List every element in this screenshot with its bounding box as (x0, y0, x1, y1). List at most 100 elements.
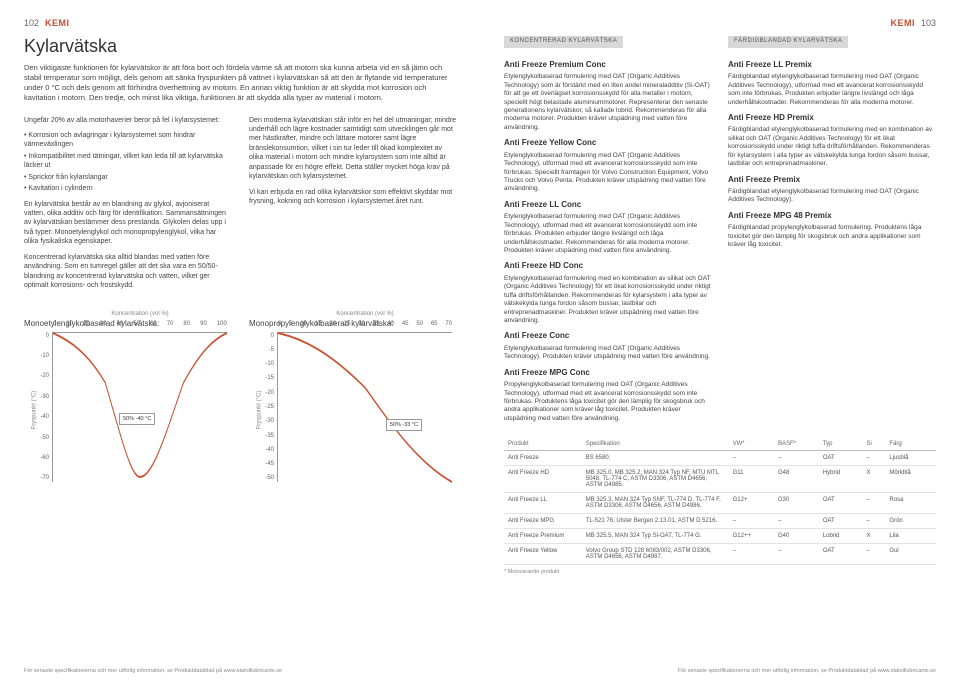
table-cell: MB 325.0, MB 325.2, MAN 324 Typ NF, MTU … (582, 466, 729, 493)
tick-label: 0 (256, 333, 274, 339)
list-item: Kavitation i cylindern (24, 184, 231, 193)
product-heading: Anti Freeze LL Conc (504, 200, 712, 210)
tick-label: 25 (344, 321, 351, 327)
table-cell: – (729, 544, 774, 565)
tick-label: 20 (83, 321, 90, 327)
table-cell: G48 (774, 466, 819, 493)
tick-label: 90 (200, 321, 207, 327)
tick-label: 60 (150, 321, 157, 327)
tick-label: 80 (183, 321, 190, 327)
table-cell: MB 325.5, MAN 324 Typ Si-OAT, TL-774 G. (582, 529, 729, 544)
table-cell: Mörkblå (885, 466, 936, 493)
table-cell: Rosa (885, 493, 936, 514)
page-number: 102 (24, 18, 39, 28)
table-row: Anti Freeze MPGTL-521 76, Ulster Bergen … (504, 514, 936, 529)
body-col-right: Den moderna kylarvätskan står inför en h… (249, 116, 456, 297)
glycol-chart-1: Koncentration (vol %) Fryspunkt (°C) 010… (52, 332, 227, 482)
tick-label: 0 (278, 321, 281, 327)
table-cell: OAT (819, 451, 863, 466)
tick-label: 40 (387, 321, 394, 327)
table-header-cell: VW* (729, 438, 774, 451)
page-left: 102 KEMI Kylarvätska Den viktigaste funk… (0, 0, 480, 684)
table-cell: Anti Freeze HD (504, 466, 582, 493)
page-number: 103 (921, 18, 936, 28)
tick-label: 70 (167, 321, 174, 327)
table-cell: Anti Freeze (504, 451, 582, 466)
tick-label: -5 (256, 347, 274, 353)
table-header-cell: Produkt (504, 438, 582, 451)
tick-label: -45 (256, 461, 274, 467)
page-footer: För senaste specifikationerna och mer ut… (504, 668, 936, 674)
table-cell: Gul (885, 544, 936, 565)
product-heading: Anti Freeze Conc (504, 331, 712, 341)
table-cell: Anti Freeze MPG (504, 514, 582, 529)
intro-text: Den viktigaste funktionen för kylarvätsk… (24, 63, 454, 104)
tick-label: 20 (329, 321, 336, 327)
tick-label: 70 (445, 321, 452, 327)
table-cell: G12++ (729, 529, 774, 544)
tick-label: 35 (373, 321, 380, 327)
table-cell: – (862, 544, 885, 565)
tick-label: 45 (402, 321, 409, 327)
chart-callout: 50% -40 °C (119, 413, 155, 425)
list-item: Inkompatibilitet med tätningar, vilket k… (24, 152, 231, 171)
tick-label: -25 (256, 404, 274, 410)
table-cell: – (862, 514, 885, 529)
body-text: Den moderna kylarvätskan står inför en h… (249, 116, 456, 182)
table-cell: – (729, 451, 774, 466)
category-pill: KONCENTRERAD KYLARVÄTSKA (504, 36, 623, 48)
table-cell: Lila (885, 529, 936, 544)
chart-xlabel: Koncentration (vol %) (336, 311, 393, 317)
table-cell: – (862, 493, 885, 514)
page-right: KEMI 103 KONCENTRERAD KYLARVÄTSKA Anti F… (480, 0, 960, 684)
table-header-row: ProduktSpecifikationVW*BASF*TypSiFärg (504, 438, 936, 451)
tick-label: 10 (300, 321, 307, 327)
product-desc: Färdigblandad propylenglykolbaserad form… (728, 224, 936, 249)
body-text: Vi kan erbjuda en rad olika kylarvätskor… (249, 188, 456, 207)
table-row: Anti Freeze PremiumMB 325.5, MAN 324 Typ… (504, 529, 936, 544)
tick-label: -40 (31, 414, 49, 420)
chart-svg (278, 333, 452, 482)
tick-label: -60 (31, 455, 49, 461)
body-text: Koncentrerad kylarvätska ska alltid blan… (24, 253, 231, 291)
table-cell: G40 (774, 529, 819, 544)
product-desc: Färdigblandad etylenglykolbaserad formul… (728, 188, 936, 205)
table-header-cell: Si (862, 438, 885, 451)
two-column-body: Ungefär 20% av alla motorhaverier beror … (24, 116, 456, 297)
product-desc: Färdigblandad etylenglykolbaserad formul… (728, 73, 936, 107)
table-cell: Grön (885, 514, 936, 529)
tick-label: -35 (256, 433, 274, 439)
tick-label: -50 (256, 475, 274, 481)
table-cell: G11 (729, 466, 774, 493)
body-col-left: Ungefär 20% av alla motorhaverier beror … (24, 116, 231, 297)
product-heading: Anti Freeze Premix (728, 175, 936, 185)
tick-label: -30 (256, 418, 274, 424)
product-desc: Etylenglykolbaserad formulering med OAT … (504, 152, 712, 194)
body-text: Ungefär 20% av alla motorhaverier beror … (24, 116, 231, 125)
tick-label: 15 (315, 321, 322, 327)
tick-label: 10 (66, 321, 73, 327)
table-row: Anti Freeze HDMB 325.0, MB 325.2, MAN 32… (504, 466, 936, 493)
table-cell: – (862, 451, 885, 466)
table-header-cell: BASF* (774, 438, 819, 451)
table-cell: Anti Freeze Premium (504, 529, 582, 544)
chart-xlabel: Koncentration (vol %) (111, 311, 168, 317)
product-desc: Färdigblandad etylenglykolbaserad formul… (728, 126, 936, 168)
chart-1-box: Monoetylenglykolbaserad kylarvätska: Kon… (24, 311, 231, 482)
table-cell: Lobrid (819, 529, 863, 544)
tick-label: -10 (256, 361, 274, 367)
chart-yticks: 0-10-20-30-40-50-60-70 (31, 333, 49, 482)
product-heading: Anti Freeze Yellow Conc (504, 138, 712, 148)
page-footer: För senaste specifikationerna och mer ut… (24, 668, 456, 674)
tick-label: -50 (31, 435, 49, 441)
page-title: Kylarvätska (24, 36, 456, 57)
section-label: KEMI (45, 18, 70, 28)
product-heading: Anti Freeze Premium Conc (504, 60, 712, 70)
chart-2-box: Monopropylenglykolbaserad kylarvätska: K… (249, 311, 456, 482)
table-cell: Anti Freeze LL (504, 493, 582, 514)
tick-label: 0 (53, 321, 56, 327)
product-col-a: KONCENTRERAD KYLARVÄTSKA Anti Freeze Pre… (504, 36, 712, 428)
chart-callout: 50% -33 °C (386, 419, 422, 431)
product-columns: KONCENTRERAD KYLARVÄTSKA Anti Freeze Pre… (504, 36, 936, 428)
product-desc: Etylenglykolbaserad formulering med OAT … (504, 213, 712, 255)
